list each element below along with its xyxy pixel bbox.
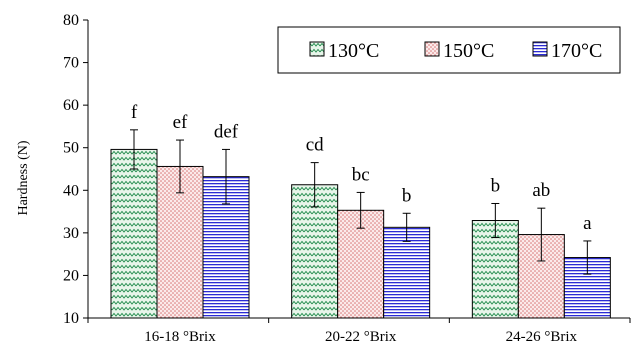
y-tick-label: 60	[63, 97, 79, 114]
x-category-label: 16-18 °Brix	[144, 329, 216, 345]
y-tick-label: 50	[63, 140, 79, 157]
legend-swatch-dots	[424, 41, 440, 57]
y-tick-label: 70	[63, 55, 79, 72]
error-bars	[130, 129, 592, 275]
significance-label: b	[402, 185, 412, 206]
y-tick-label: 30	[63, 225, 79, 242]
significance-label: f	[131, 102, 138, 123]
legend: 130°C 150°C 170°C	[277, 26, 621, 74]
bar-zigzag	[110, 148, 158, 319]
significance-labels: f ef def cd bc b b ab a	[131, 102, 592, 234]
axes	[87, 20, 631, 323]
y-tick-label: 40	[63, 182, 79, 199]
x-axis-category-labels: 16-18 °Brix 20-22 °Brix 24-26 °Brix	[144, 329, 577, 345]
legend-entry: 150°C	[443, 40, 494, 62]
significance-label: ab	[532, 180, 550, 201]
x-category-label: 20-22 °Brix	[325, 329, 397, 345]
significance-label: a	[583, 213, 592, 234]
x-category-label: 24-26 °Brix	[506, 329, 578, 345]
significance-label: bc	[352, 164, 370, 185]
legend-entry: 130°C	[328, 40, 379, 62]
significance-label: def	[214, 121, 239, 142]
significance-label: ef	[173, 112, 188, 133]
y-tick-label: 20	[63, 267, 79, 284]
legend-swatch-zigzag	[309, 41, 325, 57]
y-axis-label: Hardness (N)	[16, 140, 31, 215]
y-tick-label: 80	[63, 12, 79, 29]
y-axis-ticks: 10 20 30 40 50 60 70 80	[63, 12, 88, 327]
significance-label: cd	[306, 135, 324, 156]
legend-box	[277, 26, 621, 74]
legend-entry: 170°C	[551, 40, 602, 62]
legend-swatch-stripes	[532, 41, 548, 57]
y-tick-label: 10	[63, 310, 79, 327]
significance-label: b	[491, 175, 501, 196]
